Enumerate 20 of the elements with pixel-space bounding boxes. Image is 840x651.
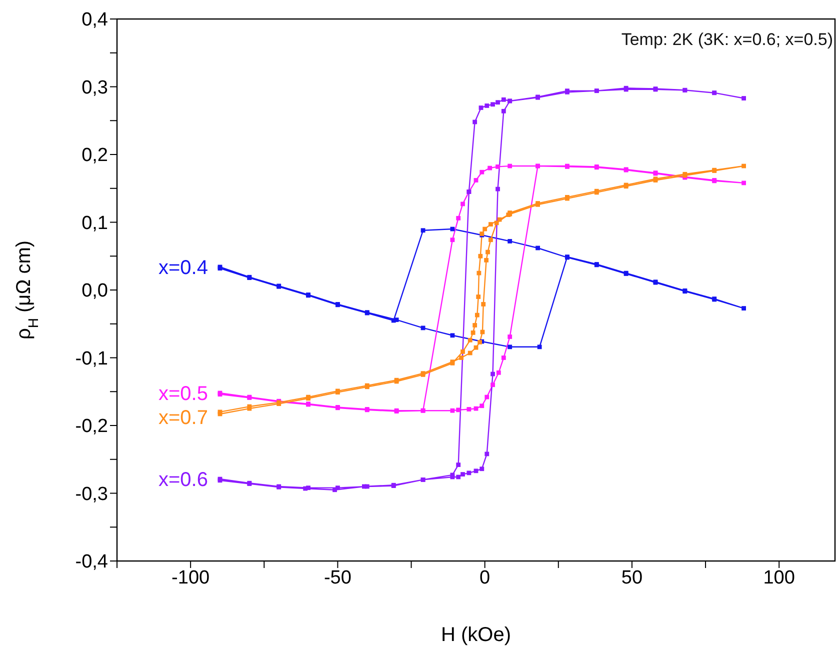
y-tick-label: -0,4 (75, 552, 108, 573)
series-label: x=0.4 (158, 256, 208, 279)
x-tick-label: -50 (324, 567, 352, 588)
y-tick-label: -0,1 (75, 348, 108, 370)
series-label: x=0.7 (158, 406, 208, 429)
x-axis-title: H (kOe) (441, 624, 511, 646)
y-tick-label: -0,2 (75, 416, 108, 438)
x-tick-label: -100 (172, 567, 210, 588)
y-tick-label: 0,1 (82, 212, 108, 234)
y-tick-label: 0,2 (82, 145, 108, 166)
x-tick-label: 50 (621, 567, 643, 588)
series-label: x=0.6 (158, 469, 208, 492)
y-tick-label: 0,3 (82, 77, 108, 98)
x-tick-label: 100 (763, 567, 795, 588)
y-tick-label: -0,3 (75, 484, 108, 505)
x-tick-label: 0 (480, 567, 490, 588)
y-tick-label: 0,4 (82, 10, 108, 31)
annotation: Temp: 2K (3K: x=0.6; x=0.5) (621, 30, 833, 49)
y-tick-label: 0,0 (82, 280, 108, 302)
series-label: x=0.5 (158, 382, 208, 405)
